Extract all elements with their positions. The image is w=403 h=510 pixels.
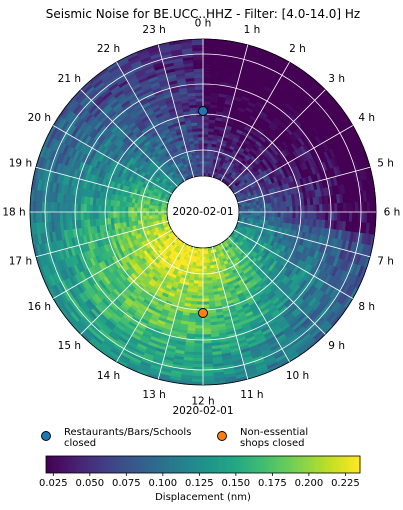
hour-label-0: 0 h (195, 18, 212, 30)
colorbar-frame (45, 455, 361, 474)
chart-title: Seismic Noise for BE.UCC..HHZ - Filter: … (46, 7, 360, 21)
colorbar-tick-8: 0.225 (331, 478, 360, 489)
hour-label-11: 11 h (240, 389, 263, 401)
hour-label-1: 1 h (244, 24, 261, 36)
hour-label-13: 13 h (142, 389, 165, 401)
event-marker-0 (198, 106, 208, 116)
legend-label-0: closed (64, 438, 96, 449)
colorbar-tick-3: 0.100 (149, 478, 178, 489)
hour-label-5: 5 h (377, 158, 394, 170)
legend-marker-1 (217, 431, 227, 441)
legend-marker-0 (41, 431, 51, 441)
hour-label-9: 9 h (328, 340, 345, 352)
colorbar-tick-0: 0.025 (39, 478, 68, 489)
hour-label-16: 16 h (28, 301, 51, 313)
bottom-date-label: 2020-02-01 (172, 405, 233, 417)
colorbar-tick-7: 0.200 (295, 478, 324, 489)
center-date-label: 2020-02-01 (172, 206, 233, 218)
event-markers (198, 106, 208, 318)
hour-label-21: 21 h (58, 73, 81, 85)
hour-label-19: 19 h (9, 158, 32, 170)
heatmap-rings (29, 38, 377, 386)
hour-label-4: 4 h (358, 112, 375, 124)
colorbar-tick-5: 0.150 (222, 478, 251, 489)
hour-labels: 0 h 1 h 2 h 3 h 4 h 5 h 6 h 7 h 8 h 9 h 10 h 11 h 12… (2, 18, 400, 408)
colorbar-tick-2: 0.075 (112, 478, 141, 489)
legend-label-1: Non-essential (240, 427, 308, 438)
hour-label-20: 20 h (28, 112, 51, 124)
colorbar: 0.025 0.050 0.075 0.100 0.125 0.150 0.175 0.200… (39, 455, 361, 489)
hour-label-18: 18 h (2, 207, 25, 219)
polar-grid (29, 38, 377, 386)
hour-label-12: 12 h (191, 396, 214, 408)
hour-label-7: 7 h (377, 255, 394, 267)
colorbar-tick-6: 0.175 (258, 478, 287, 489)
hour-label-6: 6 h (384, 207, 401, 219)
hour-label-2: 2 h (289, 43, 306, 55)
hour-label-17: 17 h (9, 255, 32, 267)
colorbar-tick-4: 0.125 (185, 478, 214, 489)
colorbar-tick-1: 0.050 (75, 478, 104, 489)
hour-label-3: 3 h (328, 73, 345, 85)
hour-label-15: 15 h (58, 340, 81, 352)
legend-label-0: Restaurants/Bars/Schools (64, 427, 191, 438)
colorbar-label: Displacement (nm) (155, 492, 251, 503)
hour-label-22: 22 h (97, 43, 120, 55)
event-marker-1 (198, 308, 208, 318)
legend-label-1: shops closed (240, 438, 305, 449)
hour-label-23: 23 h (142, 24, 165, 36)
hour-label-8: 8 h (358, 301, 375, 313)
hour-label-14: 14 h (97, 370, 120, 382)
hour-label-10: 10 h (286, 370, 309, 382)
